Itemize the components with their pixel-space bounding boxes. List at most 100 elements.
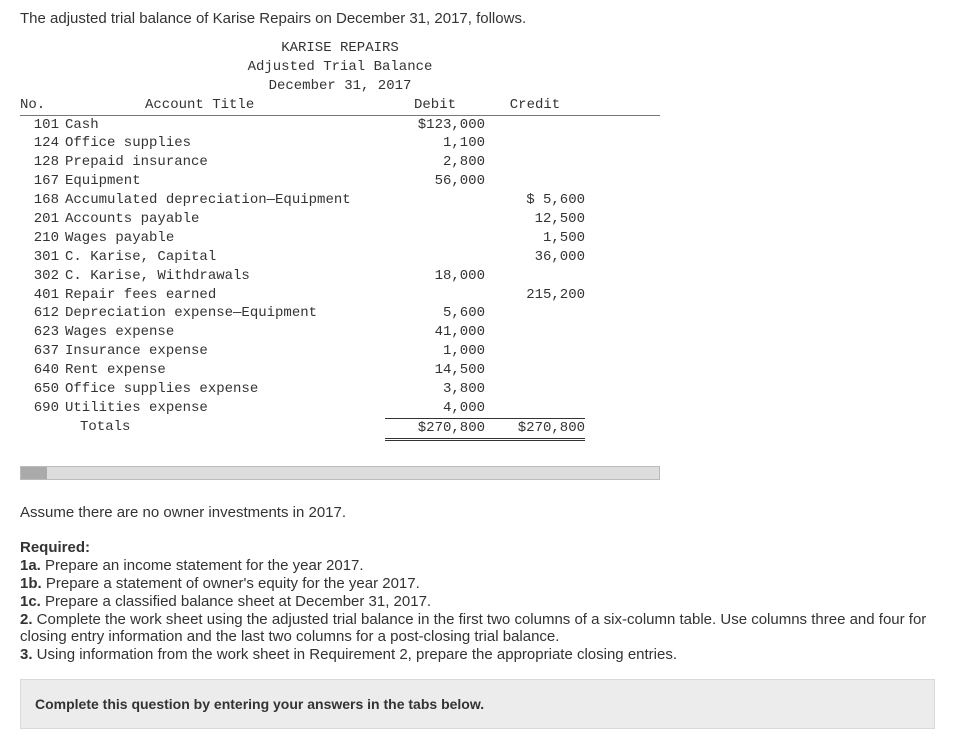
- col-debit: Debit: [385, 96, 485, 115]
- row-debit: [385, 210, 485, 229]
- row-debit: 1,100: [385, 134, 485, 153]
- row-credit: 36,000: [485, 248, 585, 267]
- req-3-num: 3.: [20, 646, 33, 663]
- row-debit: 2,800: [385, 153, 485, 172]
- table-row: 210Wages payable1,500: [20, 229, 660, 248]
- row-debit: 3,800: [385, 380, 485, 399]
- table-row: 201Accounts payable12,500: [20, 210, 660, 229]
- answer-instruction-box: Complete this question by entering your …: [20, 679, 935, 729]
- requirements-block: Required: 1a. Prepare an income statemen…: [20, 539, 935, 663]
- tb-totals-row: Totals $270,800 $270,800: [20, 418, 660, 438]
- row-no: 612: [20, 304, 65, 323]
- row-account: Utilities expense: [65, 399, 385, 418]
- table-row: 637Insurance expense1,000: [20, 342, 660, 361]
- row-debit: 1,000: [385, 342, 485, 361]
- row-no: 201: [20, 210, 65, 229]
- row-no: 690: [20, 399, 65, 418]
- table-row: 168Accumulated depreciation—Equipment$ 5…: [20, 191, 660, 210]
- table-row: 124Office supplies1,100: [20, 134, 660, 153]
- row-credit: [485, 172, 585, 191]
- tb-title: Adjusted Trial Balance: [20, 58, 660, 77]
- req-1a: 1a. Prepare an income statement for the …: [20, 557, 935, 574]
- col-credit: Credit: [485, 96, 585, 115]
- row-debit: $123,000: [385, 116, 485, 135]
- totals-debit: $270,800: [385, 418, 485, 438]
- col-account: Account Title: [65, 96, 385, 115]
- req-2-num: 2.: [20, 611, 33, 628]
- required-heading: Required:: [20, 539, 935, 556]
- row-credit: [485, 380, 585, 399]
- row-credit: [485, 153, 585, 172]
- req-1c: 1c. Prepare a classified balance sheet a…: [20, 593, 935, 610]
- row-account: C. Karise, Withdrawals: [65, 267, 385, 286]
- row-account: Rent expense: [65, 361, 385, 380]
- row-account: Depreciation expense—Equipment: [65, 304, 385, 323]
- row-account: Wages expense: [65, 323, 385, 342]
- table-row: 612Depreciation expense—Equipment5,600: [20, 304, 660, 323]
- row-credit: 12,500: [485, 210, 585, 229]
- req-3-text: Using information from the work sheet in…: [33, 646, 678, 663]
- row-credit: [485, 304, 585, 323]
- page: The adjusted trial balance of Karise Rep…: [0, 0, 955, 749]
- req-1a-num: 1a.: [20, 557, 41, 574]
- row-no: 101: [20, 116, 65, 135]
- row-account: Wages payable: [65, 229, 385, 248]
- row-credit: $ 5,600: [485, 191, 585, 210]
- table-row: 650Office supplies expense3,800: [20, 380, 660, 399]
- table-row: 640Rent expense14,500: [20, 361, 660, 380]
- assumption-text: Assume there are no owner investments in…: [20, 504, 935, 521]
- trial-balance-table: KARISE REPAIRS Adjusted Trial Balance De…: [20, 39, 660, 460]
- tb-company: KARISE REPAIRS: [20, 39, 660, 58]
- req-1c-num: 1c.: [20, 593, 41, 610]
- table-row: 101Cash$123,000: [20, 116, 660, 135]
- row-debit: 5,600: [385, 304, 485, 323]
- totals-no: [20, 418, 65, 438]
- table-row: 302C. Karise, Withdrawals18,000: [20, 267, 660, 286]
- req-3: 3. Using information from the work sheet…: [20, 646, 935, 663]
- row-debit: [385, 229, 485, 248]
- row-account: Insurance expense: [65, 342, 385, 361]
- row-no: 302: [20, 267, 65, 286]
- tb-rows: 101Cash$123,000124Office supplies1,10012…: [20, 116, 660, 418]
- row-account: C. Karise, Capital: [65, 248, 385, 267]
- tb-column-header-row: No. Account Title Debit Credit: [20, 96, 660, 116]
- row-account: Office supplies expense: [65, 380, 385, 399]
- row-account: Repair fees earned: [65, 286, 385, 305]
- row-account: Equipment: [65, 172, 385, 191]
- row-no: 623: [20, 323, 65, 342]
- req-1a-text: Prepare an income statement for the year…: [41, 557, 364, 574]
- row-no: 650: [20, 380, 65, 399]
- row-debit: [385, 248, 485, 267]
- table-row: 401Repair fees earned215,200: [20, 286, 660, 305]
- row-credit: [485, 267, 585, 286]
- row-credit: 1,500: [485, 229, 585, 248]
- row-no: 128: [20, 153, 65, 172]
- table-row: 167Equipment56,000: [20, 172, 660, 191]
- row-credit: 215,200: [485, 286, 585, 305]
- row-no: 301: [20, 248, 65, 267]
- row-debit: [385, 191, 485, 210]
- req-1b-num: 1b.: [20, 575, 42, 592]
- row-no: 124: [20, 134, 65, 153]
- row-credit: [485, 342, 585, 361]
- row-account: Accumulated depreciation—Equipment: [65, 191, 385, 210]
- row-debit: 4,000: [385, 399, 485, 418]
- scrollbar-thumb[interactable]: [21, 467, 47, 479]
- table-row: 301C. Karise, Capital 36,000: [20, 248, 660, 267]
- row-credit: [485, 323, 585, 342]
- table-row: 690Utilities expense4,000: [20, 399, 660, 418]
- horizontal-scrollbar[interactable]: [20, 466, 660, 480]
- row-debit: 41,000: [385, 323, 485, 342]
- answer-instruction-text: Complete this question by entering your …: [35, 696, 484, 712]
- intro-text: The adjusted trial balance of Karise Rep…: [20, 10, 935, 27]
- row-debit: 18,000: [385, 267, 485, 286]
- row-credit: [485, 361, 585, 380]
- totals-label: Totals: [65, 418, 385, 438]
- row-no: 637: [20, 342, 65, 361]
- row-account: Prepaid insurance: [65, 153, 385, 172]
- req-2-text: Complete the work sheet using the adjust…: [20, 611, 926, 645]
- row-no: 640: [20, 361, 65, 380]
- row-debit: [385, 286, 485, 305]
- row-account: Office supplies: [65, 134, 385, 153]
- row-credit: [485, 134, 585, 153]
